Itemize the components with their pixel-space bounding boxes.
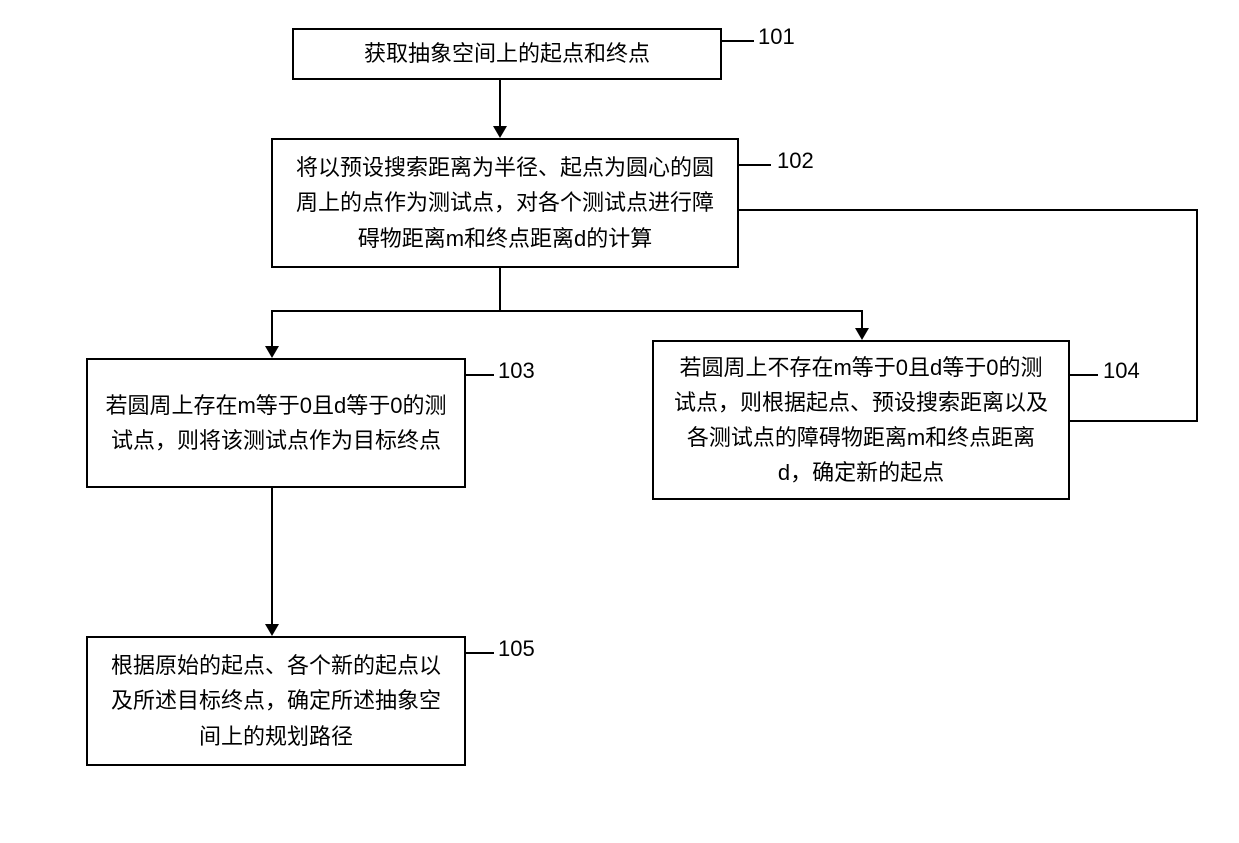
- label-line-104: [1070, 374, 1098, 376]
- node-103-text: 若圆周上存在m等于0且d等于0的测试点，则将该测试点作为目标终点: [104, 388, 448, 458]
- edge-103-105: [271, 488, 273, 624]
- arrow-103: [265, 346, 279, 358]
- flowchart-node-101: 获取抽象空间上的起点和终点: [292, 28, 722, 80]
- arrow-105: [265, 624, 279, 636]
- edge-feedback-h2: [1070, 420, 1198, 422]
- node-101-label: 101: [758, 24, 795, 50]
- flowchart-node-103: 若圆周上存在m等于0且d等于0的测试点，则将该测试点作为目标终点: [86, 358, 466, 488]
- node-104-label: 104: [1103, 358, 1140, 384]
- flowchart-node-105: 根据原始的起点、各个新的起点以及所述目标终点，确定所述抽象空间上的规划路径: [86, 636, 466, 766]
- label-line-105: [466, 652, 494, 654]
- edge-branch-h: [271, 310, 863, 312]
- arrow-102: [493, 126, 507, 138]
- arrow-104: [855, 328, 869, 340]
- node-105-text: 根据原始的起点、各个新的起点以及所述目标终点，确定所述抽象空间上的规划路径: [104, 648, 448, 754]
- label-line-103: [466, 374, 494, 376]
- edge-102-feedback-h1: [739, 209, 1198, 211]
- label-line-101: [722, 40, 754, 42]
- flowchart-node-104: 若圆周上不存在m等于0且d等于0的测试点，则根据起点、预设搜索距离以及各测试点的…: [652, 340, 1070, 500]
- node-103-label: 103: [498, 358, 535, 384]
- edge-branch-left: [271, 310, 273, 346]
- node-105-label: 105: [498, 636, 535, 662]
- edge-102-branch: [499, 268, 501, 310]
- node-102-label: 102: [777, 148, 814, 174]
- label-line-102: [739, 164, 771, 166]
- flowchart-node-102: 将以预设搜索距离为半径、起点为圆心的圆周上的点作为测试点，对各个测试点进行障碍物…: [271, 138, 739, 268]
- node-101-text: 获取抽象空间上的起点和终点: [364, 36, 650, 71]
- node-104-text: 若圆周上不存在m等于0且d等于0的测试点，则根据起点、预设搜索距离以及各测试点的…: [670, 350, 1052, 491]
- edge-101-102: [499, 80, 501, 126]
- node-102-text: 将以预设搜索距离为半径、起点为圆心的圆周上的点作为测试点，对各个测试点进行障碍物…: [289, 150, 721, 256]
- edge-feedback-v: [1196, 209, 1198, 422]
- edge-branch-right: [861, 310, 863, 328]
